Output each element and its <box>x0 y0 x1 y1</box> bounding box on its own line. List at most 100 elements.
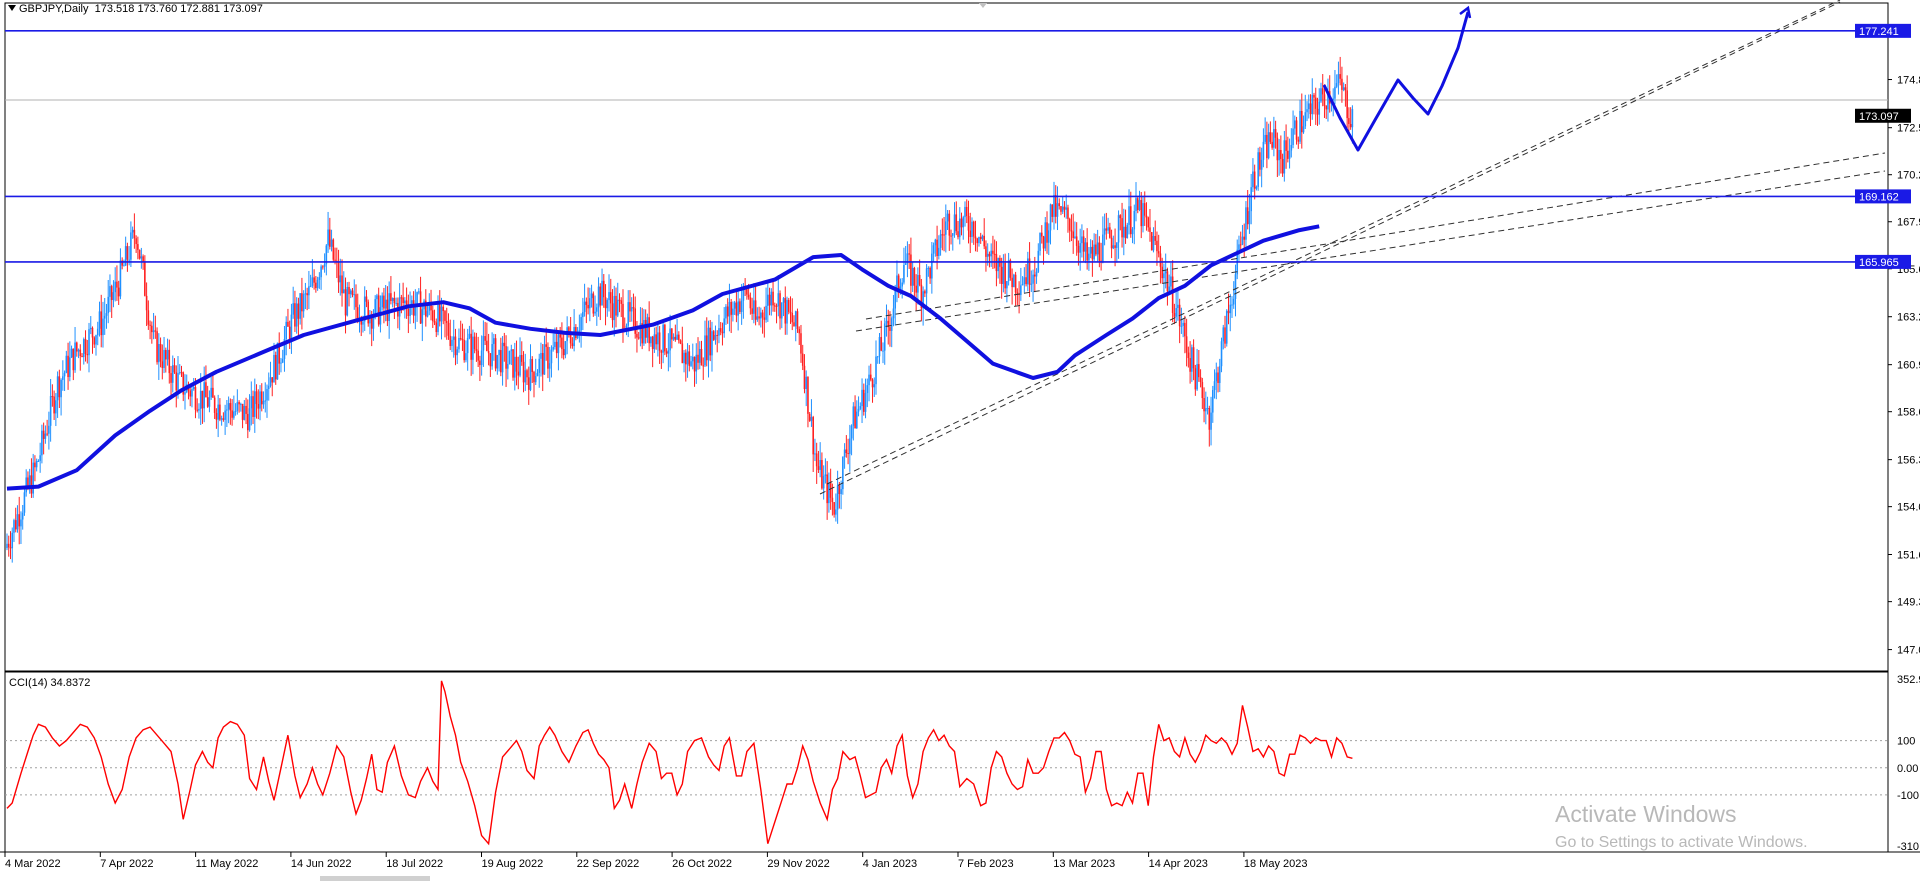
candle-body <box>253 391 256 417</box>
candle-body <box>685 352 687 365</box>
candle-body <box>1182 322 1184 326</box>
candle-body <box>707 327 710 361</box>
candle-body <box>864 393 867 412</box>
candle-body <box>1034 274 1036 277</box>
candle-body <box>409 306 411 316</box>
candle-body <box>1177 304 1179 309</box>
trend-channel[interactable] <box>819 0 1886 495</box>
candle-body <box>698 349 701 363</box>
candle-body <box>728 301 731 317</box>
candle-body <box>889 327 891 331</box>
candle-body <box>946 213 949 222</box>
candle-body <box>833 502 835 515</box>
candle-body <box>330 239 333 247</box>
candle-body <box>550 349 553 364</box>
candle-body <box>1231 304 1233 306</box>
candle-body <box>798 329 801 334</box>
candle-body <box>243 405 246 420</box>
candle-body <box>93 337 96 345</box>
candle-body <box>128 259 130 261</box>
candle-body <box>1067 207 1069 219</box>
candle-body <box>346 286 349 316</box>
candle-body <box>513 356 516 378</box>
candle-body <box>1304 112 1307 127</box>
candle-body <box>1095 244 1097 255</box>
candle-body <box>918 274 921 285</box>
candle-body <box>960 218 963 228</box>
candle-body <box>938 247 940 257</box>
candle-body <box>859 406 862 409</box>
candle-body <box>400 297 403 299</box>
candle-body <box>1274 129 1277 138</box>
candle-body <box>473 336 476 350</box>
candle-body <box>199 390 202 409</box>
candle-body <box>931 253 933 279</box>
cci-pane: 352.9736 100 0.00 -100 -310.5735 <box>5 674 1920 853</box>
candle-body <box>1341 78 1343 90</box>
candle-body <box>426 310 429 317</box>
candle-body <box>356 307 359 321</box>
candle-body <box>1056 203 1059 217</box>
candle-body <box>44 433 47 439</box>
candle-body <box>1030 283 1033 285</box>
candle-body <box>578 330 581 333</box>
channel-line[interactable] <box>826 0 1841 485</box>
candle-body <box>67 355 69 378</box>
candle-body <box>953 214 956 234</box>
candle-body <box>587 304 589 309</box>
candle-body <box>217 404 219 420</box>
candle-body <box>978 236 980 244</box>
candle-body <box>789 311 792 313</box>
candle-body <box>737 301 739 316</box>
candle-body <box>1035 271 1038 277</box>
price-tick-label: 170.220 <box>1897 170 1920 182</box>
candle-body <box>1192 347 1195 369</box>
candle-body <box>55 400 57 414</box>
candle-body <box>850 425 853 439</box>
candle-body <box>608 292 610 301</box>
candle-body <box>686 351 689 365</box>
dropdown-triangle-icon[interactable] <box>8 5 16 11</box>
candle-body <box>648 317 650 344</box>
candle-body <box>500 350 502 373</box>
candle-body <box>1243 236 1246 240</box>
scrollbar-thumb[interactable] <box>320 876 430 881</box>
candle-body <box>1020 285 1022 296</box>
candle-body <box>662 324 664 353</box>
candle-body <box>16 514 19 530</box>
candle-body <box>1105 228 1108 231</box>
candle-body <box>634 308 636 334</box>
candle-body <box>145 295 148 311</box>
candle-body <box>355 294 357 308</box>
channel-line[interactable] <box>819 1 1841 495</box>
candle-body <box>671 328 673 340</box>
candle-body <box>117 287 120 297</box>
candle-body <box>126 246 129 260</box>
candle-body <box>992 250 994 254</box>
candle-body <box>1040 232 1043 237</box>
candle-body <box>192 387 195 390</box>
candle-body <box>1266 134 1268 159</box>
horizontal-levels[interactable] <box>5 30 1888 263</box>
candle-body <box>454 336 457 356</box>
shift-marker-icon[interactable] <box>979 3 987 8</box>
time-tick-label: 14 Jun 2022 <box>291 858 352 870</box>
candle-body <box>974 236 977 239</box>
candle-body <box>486 340 488 352</box>
channel-line[interactable] <box>855 170 1886 332</box>
candle-body <box>213 397 216 413</box>
candle-body <box>32 462 34 494</box>
candle-body <box>196 409 199 411</box>
candle-body <box>730 301 732 315</box>
candle-body <box>520 355 523 362</box>
candle-body <box>412 300 415 316</box>
candle-body <box>733 302 736 309</box>
price-tick-label: 163.290 <box>1897 312 1920 324</box>
candle-body <box>171 365 174 383</box>
candle-body <box>175 372 178 391</box>
channel-line[interactable] <box>865 152 1886 320</box>
candle-body <box>749 297 752 309</box>
projection-arrow[interactable] <box>1322 11 1470 152</box>
candle-body <box>1070 230 1073 232</box>
